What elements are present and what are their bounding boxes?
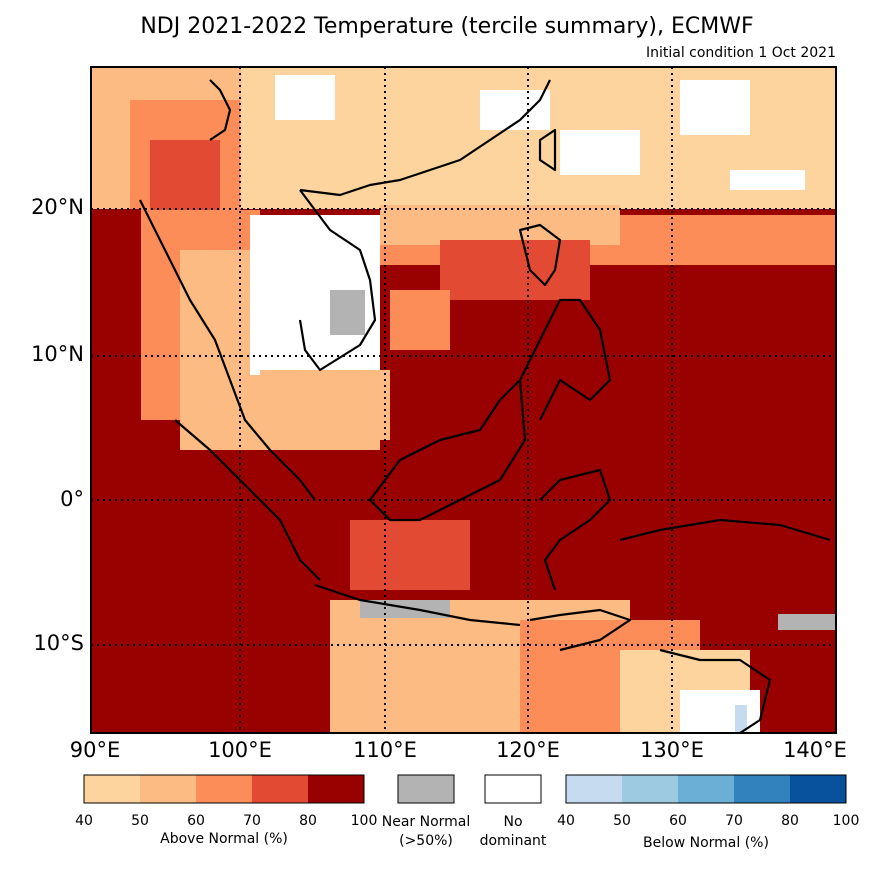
legend-no-dominant-sublabel: dominant	[479, 833, 547, 849]
legend-above-tick-1: 50	[131, 813, 149, 829]
legend-above-swatch-3	[252, 775, 308, 803]
legend-below-tick-1: 50	[613, 813, 631, 829]
legend-no-dominant-label: No	[503, 814, 523, 830]
legend-above-swatch-2	[196, 775, 252, 803]
lat-label-0: 0°	[60, 487, 84, 511]
grid-lines	[91, 67, 836, 733]
legend-below-tick-0: 40	[557, 813, 575, 829]
legend-above-tick-4: 80	[299, 813, 317, 829]
legend-above-tick-2: 60	[187, 813, 205, 829]
legend-below-swatch-3	[734, 775, 790, 803]
legend-near-normal-label: Near Normal	[381, 814, 471, 830]
map-area	[91, 67, 836, 733]
legend-near-normal-sublabel: (>50%)	[399, 833, 453, 849]
legend-above-tick-0: 40	[75, 813, 93, 829]
legend-above-swatch-0	[84, 775, 140, 803]
region-above-50-thai-gulf	[260, 370, 390, 440]
lat-label-10S: 10°S	[33, 631, 84, 655]
lat-label-20N: 20°N	[31, 195, 84, 219]
legend-below-swatch-0	[566, 775, 622, 803]
legend-below-swatch-1	[622, 775, 678, 803]
legend-above-normal	[83, 774, 365, 804]
region-near-normal-cambodia	[330, 290, 365, 335]
lon-label-120E: 120°E	[496, 738, 560, 762]
region-no-dominant-north-5	[730, 170, 805, 190]
region-above-60-gulf	[390, 290, 450, 350]
legend-below-swatch-2	[678, 775, 734, 803]
lon-label-130E: 130°E	[640, 738, 704, 762]
region-above-70-java-sea	[350, 520, 470, 590]
lon-label-140E: 140°E	[783, 738, 847, 762]
region-above-80-indian-ocean	[91, 209, 141, 733]
legend-below-tick-3: 70	[725, 813, 743, 829]
legend-above-border	[83, 774, 365, 804]
region-above-70-scs	[440, 240, 590, 300]
region-above-70-myanmar	[150, 140, 220, 220]
region-near-normal-png	[778, 614, 836, 630]
chart-title: NDJ 2021-2022 Temperature (tercile summa…	[140, 14, 754, 39]
lat-label-10N: 10°N	[31, 342, 84, 366]
region-above-50-scs	[380, 205, 620, 245]
lon-label-100E: 100°E	[208, 738, 272, 762]
legend-above-swatch-1	[140, 775, 196, 803]
region-no-dominant-north-4	[680, 80, 750, 135]
legend-above-tick-5: 100	[350, 813, 378, 829]
region-no-dominant-north-3	[560, 130, 640, 175]
legend-no-dominant-swatch	[484, 774, 542, 804]
lon-label-90E: 90°E	[69, 738, 121, 762]
legend-below-swatch-4	[790, 775, 846, 803]
legend-below-caption: Below Normal (%)	[643, 835, 769, 851]
region-no-dominant-north-1	[275, 75, 335, 120]
legend-below-normal	[565, 774, 847, 804]
legend-below-border	[565, 774, 847, 804]
legend-near-normal-swatch	[397, 774, 455, 804]
coastlines	[139, 79, 831, 733]
legend-above-tick-3: 70	[243, 813, 261, 829]
legend-above-swatch-4	[308, 775, 364, 803]
region-below-40-australia	[735, 705, 747, 733]
legend-below-tick-2: 60	[669, 813, 687, 829]
legend-below-tick-5: 100	[832, 813, 860, 829]
legend-above-caption: Above Normal (%)	[160, 831, 288, 847]
chart-subtitle: Initial condition 1 Oct 2021	[645, 45, 836, 61]
lon-label-110E: 110°E	[353, 738, 417, 762]
legend-below-tick-4: 80	[781, 813, 799, 829]
map-frame	[90, 66, 837, 734]
